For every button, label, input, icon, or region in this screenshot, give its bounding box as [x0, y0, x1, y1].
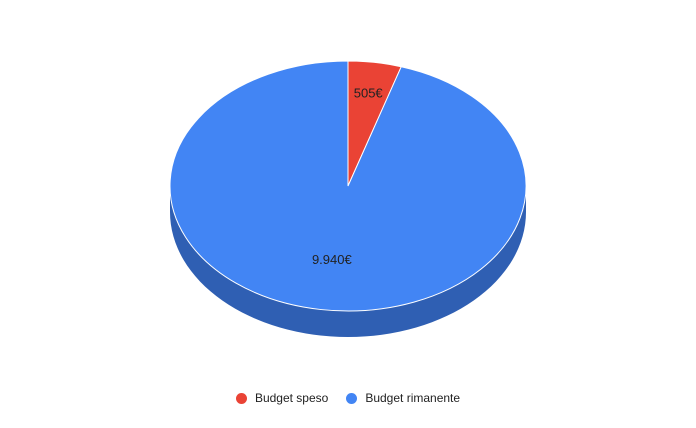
pie-slice-1[interactable] [169, 60, 527, 312]
legend-item-budget-speso[interactable]: Budget speso [235, 391, 329, 405]
legend-label-budget-speso: Budget speso [254, 391, 329, 405]
pie-side-1 [170, 186, 526, 337]
legend-swatch-budget-speso [235, 392, 247, 404]
legend-item-budget-rimanente[interactable]: Budget rimanente [346, 391, 460, 405]
legend-swatch-budget-rimanente [346, 392, 358, 404]
legend-label-budget-rimanente: Budget rimanente [365, 391, 461, 405]
slice-value-label-1: 9.940€ [312, 252, 353, 267]
legend: Budget speso Budget rimanente [0, 391, 696, 405]
slice-value-label-0: 505€ [354, 85, 384, 100]
